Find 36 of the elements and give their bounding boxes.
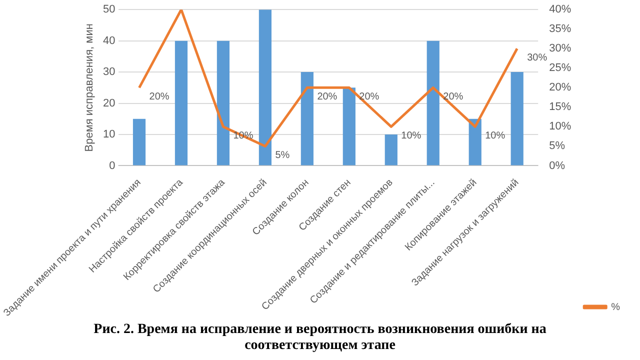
y2-tick-label: 35% <box>549 23 572 36</box>
data-label: 20% <box>149 91 170 102</box>
data-label: 10% <box>485 130 506 142</box>
y-tick-label: 20 <box>103 97 116 110</box>
bar <box>216 40 230 166</box>
bar <box>258 10 272 166</box>
y-tick-label: 50 <box>103 4 116 16</box>
y2-tick-label: 5% <box>549 140 566 152</box>
y-tick-label: 10 <box>103 128 116 141</box>
y-tick-label: 30 <box>103 66 116 78</box>
y2-tick-label: 40% <box>549 4 572 16</box>
y-tick-label: 40 <box>103 34 116 47</box>
data-label: 10% <box>401 130 422 142</box>
data-label: 20% <box>443 91 464 102</box>
bar <box>300 72 314 166</box>
y2-tick-label: 25% <box>549 62 572 74</box>
y2-tick-label: 0% <box>549 160 566 172</box>
y2-tick-label: 10% <box>549 120 572 133</box>
y2-tick-label: 20% <box>549 82 572 94</box>
data-label: 30% <box>527 52 548 64</box>
legend-label: % <box>611 302 620 313</box>
bar <box>342 88 356 166</box>
y2-tick-label: 15% <box>549 101 572 114</box>
bar <box>132 118 146 166</box>
data-label: 20% <box>317 91 338 102</box>
data-label: 5% <box>275 150 290 161</box>
data-label: 20% <box>359 91 380 102</box>
bar <box>468 118 482 166</box>
bar <box>426 40 440 166</box>
text: Рис. 2. Время на исправление и вероятность возникновения ошибки на соответствующем этапе <box>92 322 548 354</box>
bar <box>510 72 524 166</box>
bar <box>384 134 398 166</box>
y-tick-label: 0 <box>109 160 116 172</box>
bar <box>174 40 188 166</box>
y-axis-title: Время исправления, мин <box>83 24 96 152</box>
y2-tick-label: 30% <box>549 42 572 55</box>
